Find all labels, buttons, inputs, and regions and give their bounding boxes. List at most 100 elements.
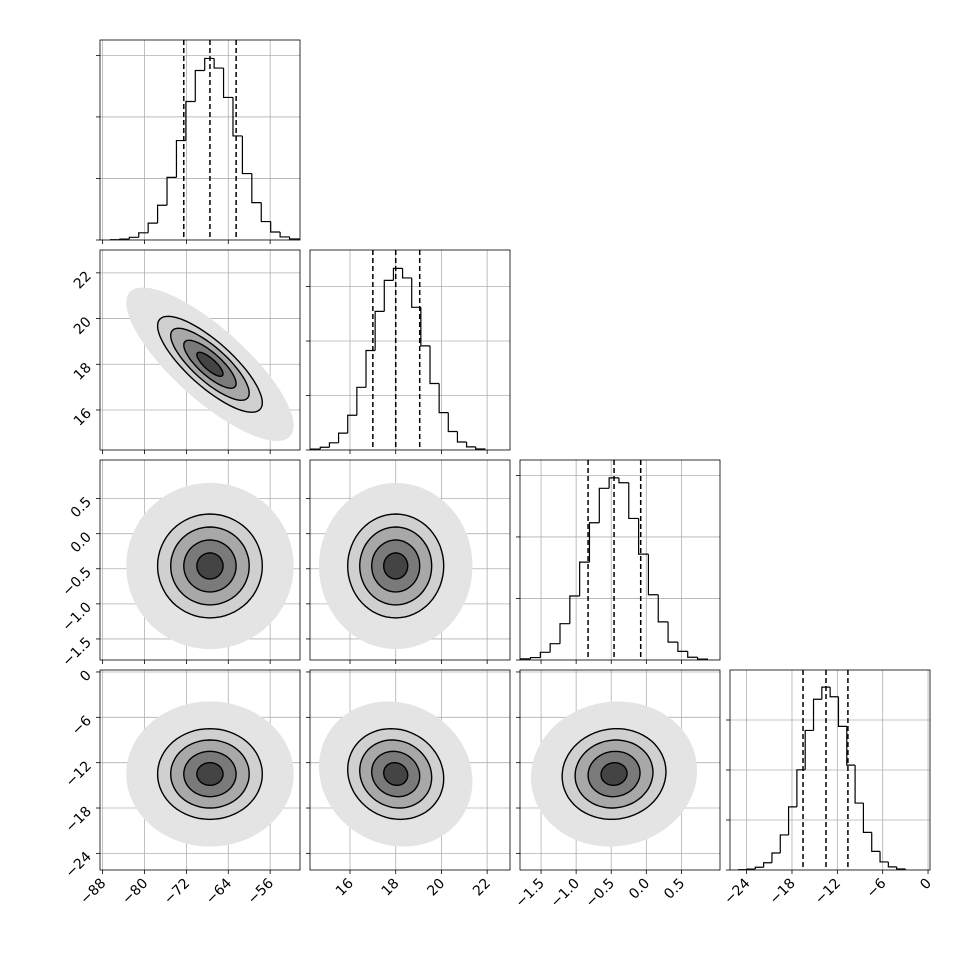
contour bbox=[587, 750, 641, 798]
panel-body bbox=[310, 670, 510, 870]
hist-bin bbox=[128, 236, 139, 240]
x-tick-label: 0.5 bbox=[661, 876, 688, 903]
hist-bin bbox=[871, 832, 881, 852]
hist-bin bbox=[288, 236, 300, 240]
panel bbox=[96, 39, 301, 244]
contour bbox=[370, 750, 421, 798]
panel-frame bbox=[729, 669, 931, 871]
contour bbox=[196, 762, 224, 786]
panel-body bbox=[100, 670, 300, 870]
x-tick-label: 0.0 bbox=[626, 876, 653, 903]
contour bbox=[183, 750, 237, 798]
hist-bin bbox=[837, 696, 847, 727]
y-tick-label: −1.0 bbox=[59, 599, 94, 634]
panel-frame bbox=[309, 669, 511, 871]
hist-bin bbox=[411, 277, 421, 308]
hist-bin bbox=[754, 866, 764, 870]
x-tick-label: −24 bbox=[721, 875, 753, 907]
x-tick-label: −1.0 bbox=[548, 876, 583, 911]
hist-bin bbox=[447, 412, 458, 433]
panel-frame bbox=[99, 669, 301, 871]
contour bbox=[346, 513, 445, 619]
hist-bin bbox=[771, 852, 781, 863]
hist-bin bbox=[374, 310, 385, 351]
contour bbox=[370, 539, 421, 593]
hist-bin bbox=[270, 221, 281, 233]
hist-bin bbox=[465, 441, 476, 448]
hist-bin bbox=[337, 432, 348, 443]
hist-bin bbox=[804, 729, 814, 770]
hist-bin bbox=[456, 431, 467, 443]
x-tick-label: 0 bbox=[917, 876, 935, 894]
density-fill bbox=[383, 553, 408, 579]
hist-bin bbox=[194, 69, 205, 102]
contour bbox=[156, 727, 264, 821]
hist-bin bbox=[347, 414, 357, 434]
y-tick-label: −0.5 bbox=[59, 564, 94, 599]
hist-bin bbox=[319, 446, 330, 450]
y-tick-label: 16 bbox=[71, 405, 95, 429]
contour bbox=[156, 315, 264, 413]
hist-bin bbox=[779, 834, 789, 853]
hist-bin bbox=[647, 554, 659, 596]
panel-body bbox=[100, 250, 300, 450]
density-fill bbox=[196, 352, 223, 377]
hist-bin bbox=[383, 279, 394, 312]
contour bbox=[183, 339, 237, 389]
panel-frame bbox=[99, 39, 301, 241]
x-tick-label: 22 bbox=[470, 876, 494, 900]
y-tick-label: 0 bbox=[77, 667, 95, 685]
x-tick-label: 18 bbox=[379, 876, 403, 900]
x-tick-label: −1.5 bbox=[513, 876, 548, 911]
y-tick-label: −1.5 bbox=[59, 634, 94, 669]
hist-bin bbox=[539, 651, 551, 658]
panel-frame bbox=[309, 249, 511, 451]
hist-bin bbox=[420, 307, 430, 347]
x-tick-label: −12 bbox=[812, 876, 844, 908]
x-tick-label: −56 bbox=[245, 875, 277, 907]
hist-bin bbox=[588, 522, 600, 563]
hist-bin bbox=[618, 477, 629, 484]
hist-bin bbox=[401, 268, 412, 279]
y-tick-label: −24 bbox=[63, 849, 95, 881]
contour bbox=[358, 526, 433, 606]
y-tick-label: 22 bbox=[71, 268, 95, 292]
hist-bin bbox=[232, 97, 243, 137]
panel: −1.5−1.0−0.5 0.0 0.5 bbox=[59, 459, 301, 670]
hist-bin bbox=[579, 561, 590, 596]
contour bbox=[196, 552, 224, 580]
hist-bin bbox=[222, 68, 233, 99]
x-tick-label: −72 bbox=[161, 876, 193, 908]
contour bbox=[382, 552, 409, 580]
y-tick-label: 0.5 bbox=[68, 494, 95, 521]
contour bbox=[156, 513, 264, 619]
panel-body bbox=[310, 460, 510, 660]
contour bbox=[574, 739, 654, 809]
y-tick-label: 18 bbox=[71, 360, 95, 384]
panel: −88 −80 −72 −64 −56 −24 −18 −12 −6 0 bbox=[63, 667, 301, 908]
x-tick-label: 20 bbox=[424, 876, 448, 900]
contour bbox=[346, 727, 445, 821]
contour bbox=[600, 762, 628, 786]
hist-bin bbox=[213, 58, 224, 69]
hist-bin bbox=[260, 202, 271, 223]
contour bbox=[169, 327, 250, 402]
x-tick-label: −18 bbox=[767, 876, 799, 908]
hist-bin bbox=[787, 806, 797, 835]
hist-bin bbox=[251, 173, 262, 204]
panel-frame bbox=[99, 249, 301, 451]
contour bbox=[382, 762, 409, 786]
y-tick-label: −6 bbox=[69, 713, 95, 739]
hist-bin bbox=[862, 803, 872, 833]
x-tick-label: −80 bbox=[119, 876, 151, 908]
density-fill bbox=[383, 762, 408, 786]
hist-bin bbox=[119, 238, 130, 240]
hist-bin bbox=[746, 868, 756, 870]
panel: −24 −18 −12 −6 0 bbox=[721, 669, 935, 908]
hist-bin bbox=[854, 765, 864, 804]
hist-bin bbox=[667, 621, 678, 643]
hist-bin bbox=[559, 623, 570, 644]
hist-bin bbox=[821, 686, 831, 700]
hist-bin bbox=[356, 386, 366, 416]
